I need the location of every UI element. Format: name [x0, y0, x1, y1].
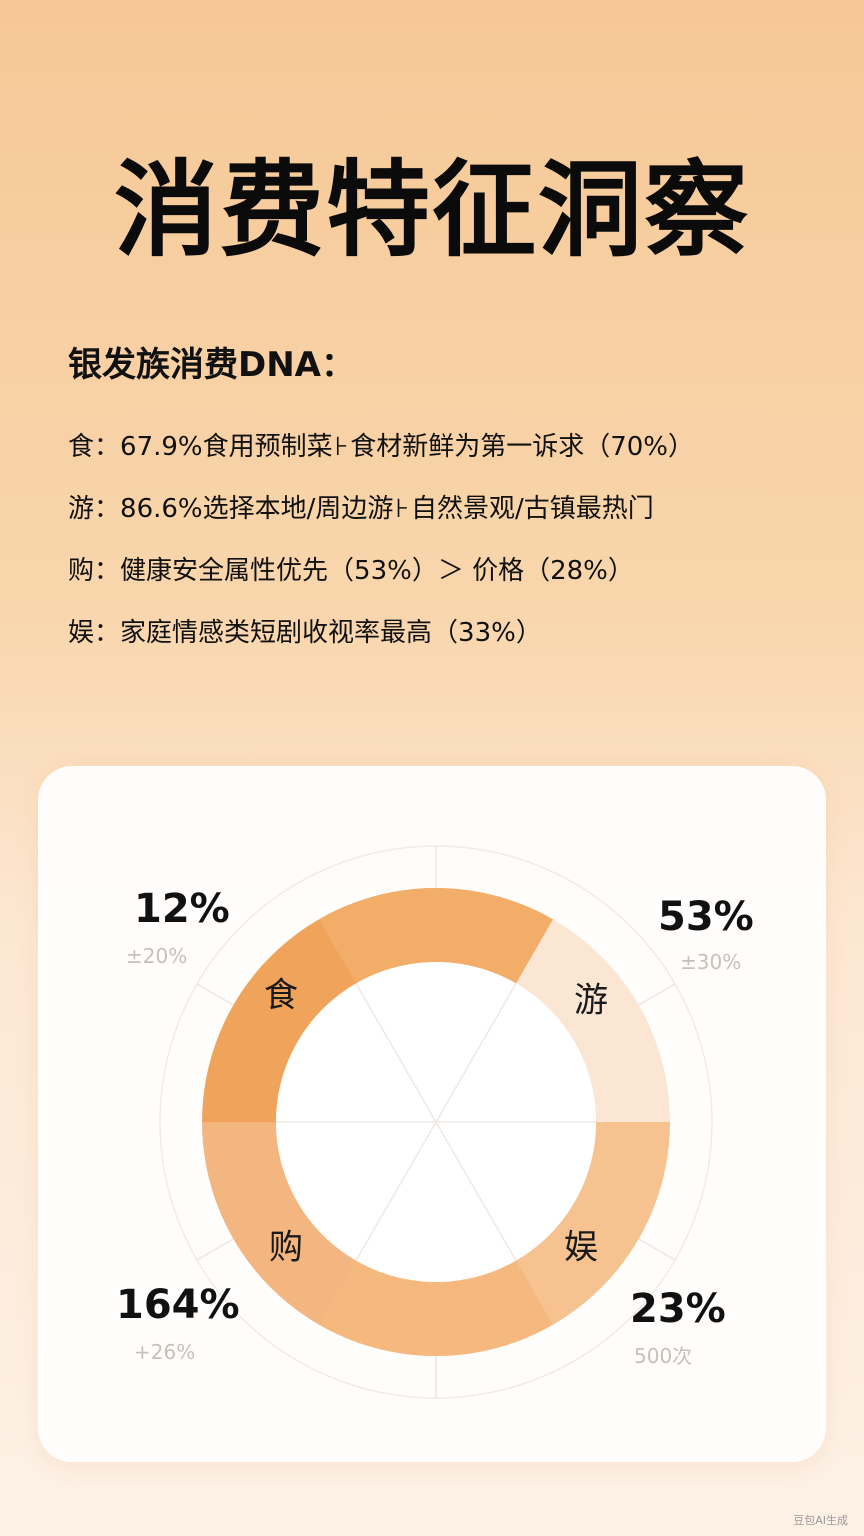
page-title: 消费特征洞察 — [113, 149, 750, 271]
value-label-shopping: 164% — [116, 1282, 240, 1328]
fact-separator: ⊦ — [334, 432, 349, 462]
hub-spoke — [355, 983, 437, 1123]
fact-colon: ： — [94, 618, 121, 648]
segment-label-shopping: 购 — [269, 1228, 303, 1268]
donut-chart: 食 游娱 购 — [159, 845, 713, 1399]
segment-top-band — [319, 888, 553, 984]
segment-label-entertainment: 娱 — [564, 1228, 598, 1268]
fact-colon: ： — [94, 494, 121, 524]
chart-card: 食 游娱 购 12% ±20% 53% ±30% 23% 500次 164% +26… — [38, 766, 826, 1462]
hub-spoke — [355, 1121, 437, 1261]
sub-label-shopping: +26% — [134, 1340, 196, 1364]
fact-separator: ⊦ — [395, 494, 409, 524]
hub-spoke — [435, 1121, 517, 1261]
fact-colon: ： — [94, 556, 121, 586]
fact-key: 购 — [68, 556, 95, 586]
sub-label-food: ±20% — [126, 944, 188, 968]
fact-key: 娱 — [68, 618, 95, 648]
fact-row-travel: 游：86.6%选择本地/周边游⊦自然景观/古镇最热门 — [68, 478, 848, 540]
segment-label-travel: 游 — [574, 981, 608, 1021]
chart-segments — [202, 888, 670, 1356]
facts-list: 食：67.9%食用预制菜⊦食材新鲜为第一诉求（70%） 游：86.6%选择本地/… — [68, 416, 848, 664]
fact-text: 家庭情感类短剧收视率最高（33%） — [120, 618, 542, 648]
fact-text: 86.6%选择本地/周边游 — [120, 494, 394, 524]
fact-row-food: 食：67.9%食用预制菜⊦食材新鲜为第一诉求（70%） — [68, 416, 848, 478]
fact-key: 游 — [68, 494, 95, 524]
fact-row-shopping: 购：健康安全属性优先（53%）＞ 价格（28%） — [68, 540, 848, 602]
fact-row-entertainment: 娱：家庭情感类短剧收视率最高（33%） — [68, 602, 848, 664]
fact-key: 食 — [68, 432, 95, 462]
fact-text-2: 食材新鲜为第一诉求（70%） — [350, 432, 694, 462]
fact-text-2: 自然景观/古镇最热门 — [410, 494, 654, 524]
chart-segment-labels: 食 游娱 购 — [264, 976, 608, 1268]
fact-colon: ： — [94, 432, 121, 462]
value-label-entertainment: 23% — [630, 1286, 726, 1332]
hub-spoke — [435, 983, 517, 1123]
value-label-travel: 53% — [658, 894, 754, 940]
sub-label-travel: ±30% — [680, 950, 742, 974]
value-label-food: 12% — [134, 886, 230, 932]
watermark: 豆包AI生成 — [793, 1514, 848, 1527]
fact-text: 67.9%食用预制菜 — [120, 432, 333, 462]
fact-text: 健康安全属性优先（53%）＞ 价格（28%） — [120, 556, 634, 586]
segment-bottom-band — [319, 1260, 553, 1356]
section-subtitle: 银发族消费DNA： — [68, 345, 355, 385]
sub-label-entertainment: 500次 — [634, 1344, 693, 1368]
segment-label-food: 食 — [264, 976, 298, 1016]
